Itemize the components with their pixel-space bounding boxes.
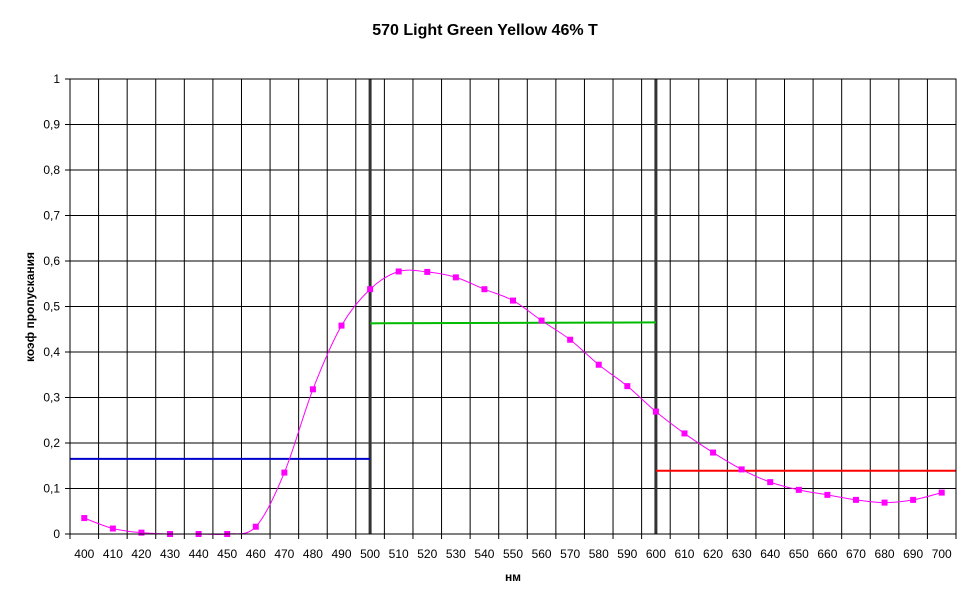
y-tick-label: 0,8 [43,163,60,177]
x-tick-label: 560 [532,547,552,561]
data-point-marker [367,286,374,293]
data-point-marker [138,529,145,536]
data-point-marker [109,525,116,532]
x-tick-label: 690 [903,547,923,561]
x-tick-label: 520 [417,547,437,561]
data-point-marker [795,486,802,493]
data-point-marker [309,386,316,393]
x-tick-label: 600 [646,547,666,561]
y-tick-label: 0,6 [43,254,60,268]
data-point-marker [395,268,402,275]
x-tick-label: 470 [274,547,294,561]
x-axis-label: нм [504,570,522,584]
x-tick-label: 440 [189,547,209,561]
data-point-marker [567,336,574,343]
y-tick-label: 0,2 [43,436,60,450]
y-tick-label: 1 [53,72,60,86]
x-tick-label: 650 [789,547,809,561]
data-point-marker [281,469,288,476]
x-tick-label: 480 [303,547,323,561]
x-tick-label: 460 [246,547,266,561]
data-point-marker [510,297,516,304]
y-tick-label: 0,4 [43,345,60,359]
data-point-marker [852,496,859,503]
x-tick-label: 660 [817,547,837,561]
data-point-marker [452,274,459,281]
y-tick-label: 0,7 [43,209,60,223]
data-point-marker [424,268,431,275]
data-point-marker [824,491,831,498]
x-tick-label: 540 [474,547,494,561]
x-tick-label: 490 [332,547,352,561]
data-point-marker [81,515,88,522]
x-tick-label: 530 [446,547,466,561]
band-average-line [370,321,656,325]
data-point-marker [681,430,688,437]
x-tick-label: 640 [760,547,780,561]
data-point-marker [538,317,545,324]
x-tick-label: 670 [846,547,866,561]
y-tick-label: 0 [53,527,60,541]
x-tick-label: 680 [875,547,895,561]
chart-title: 570 Light Green Yellow 46% T [372,22,598,39]
y-tick-label: 0,9 [43,118,60,132]
data-point-marker [738,466,745,473]
plot-border [69,78,957,535]
x-tick-label: 570 [560,547,580,561]
x-tick-label: 510 [389,547,409,561]
data-point-marker [767,479,774,486]
x-tick-label: 700 [932,547,952,561]
x-tick-label: 580 [589,547,609,561]
data-point-marker [252,523,259,530]
x-tick-label: 430 [160,547,180,561]
x-tick-label: 420 [131,547,151,561]
data-point-marker [595,361,602,368]
data-point-marker [710,449,717,456]
y-tick-label: 0,3 [43,391,60,405]
data-point-marker [938,489,945,496]
data-point-marker [624,383,631,390]
data-point-marker [910,496,917,503]
x-tick-label: 500 [360,547,380,561]
y-tick-label: 0,1 [43,482,60,496]
y-tick-label: 0,5 [43,300,60,314]
x-tick-label: 400 [74,547,94,561]
data-point-marker [652,408,659,415]
x-tick-label: 630 [732,547,752,561]
data-point-marker [481,286,488,293]
x-tick-label: 450 [217,547,237,561]
data-point-marker [881,499,888,506]
x-tick-label: 620 [703,547,723,561]
x-tick-label: 610 [674,547,694,561]
x-tick-label: 410 [103,547,123,561]
x-tick-label: 590 [617,547,637,561]
x-tick-label: 550 [503,547,523,561]
data-point-marker [338,322,345,329]
